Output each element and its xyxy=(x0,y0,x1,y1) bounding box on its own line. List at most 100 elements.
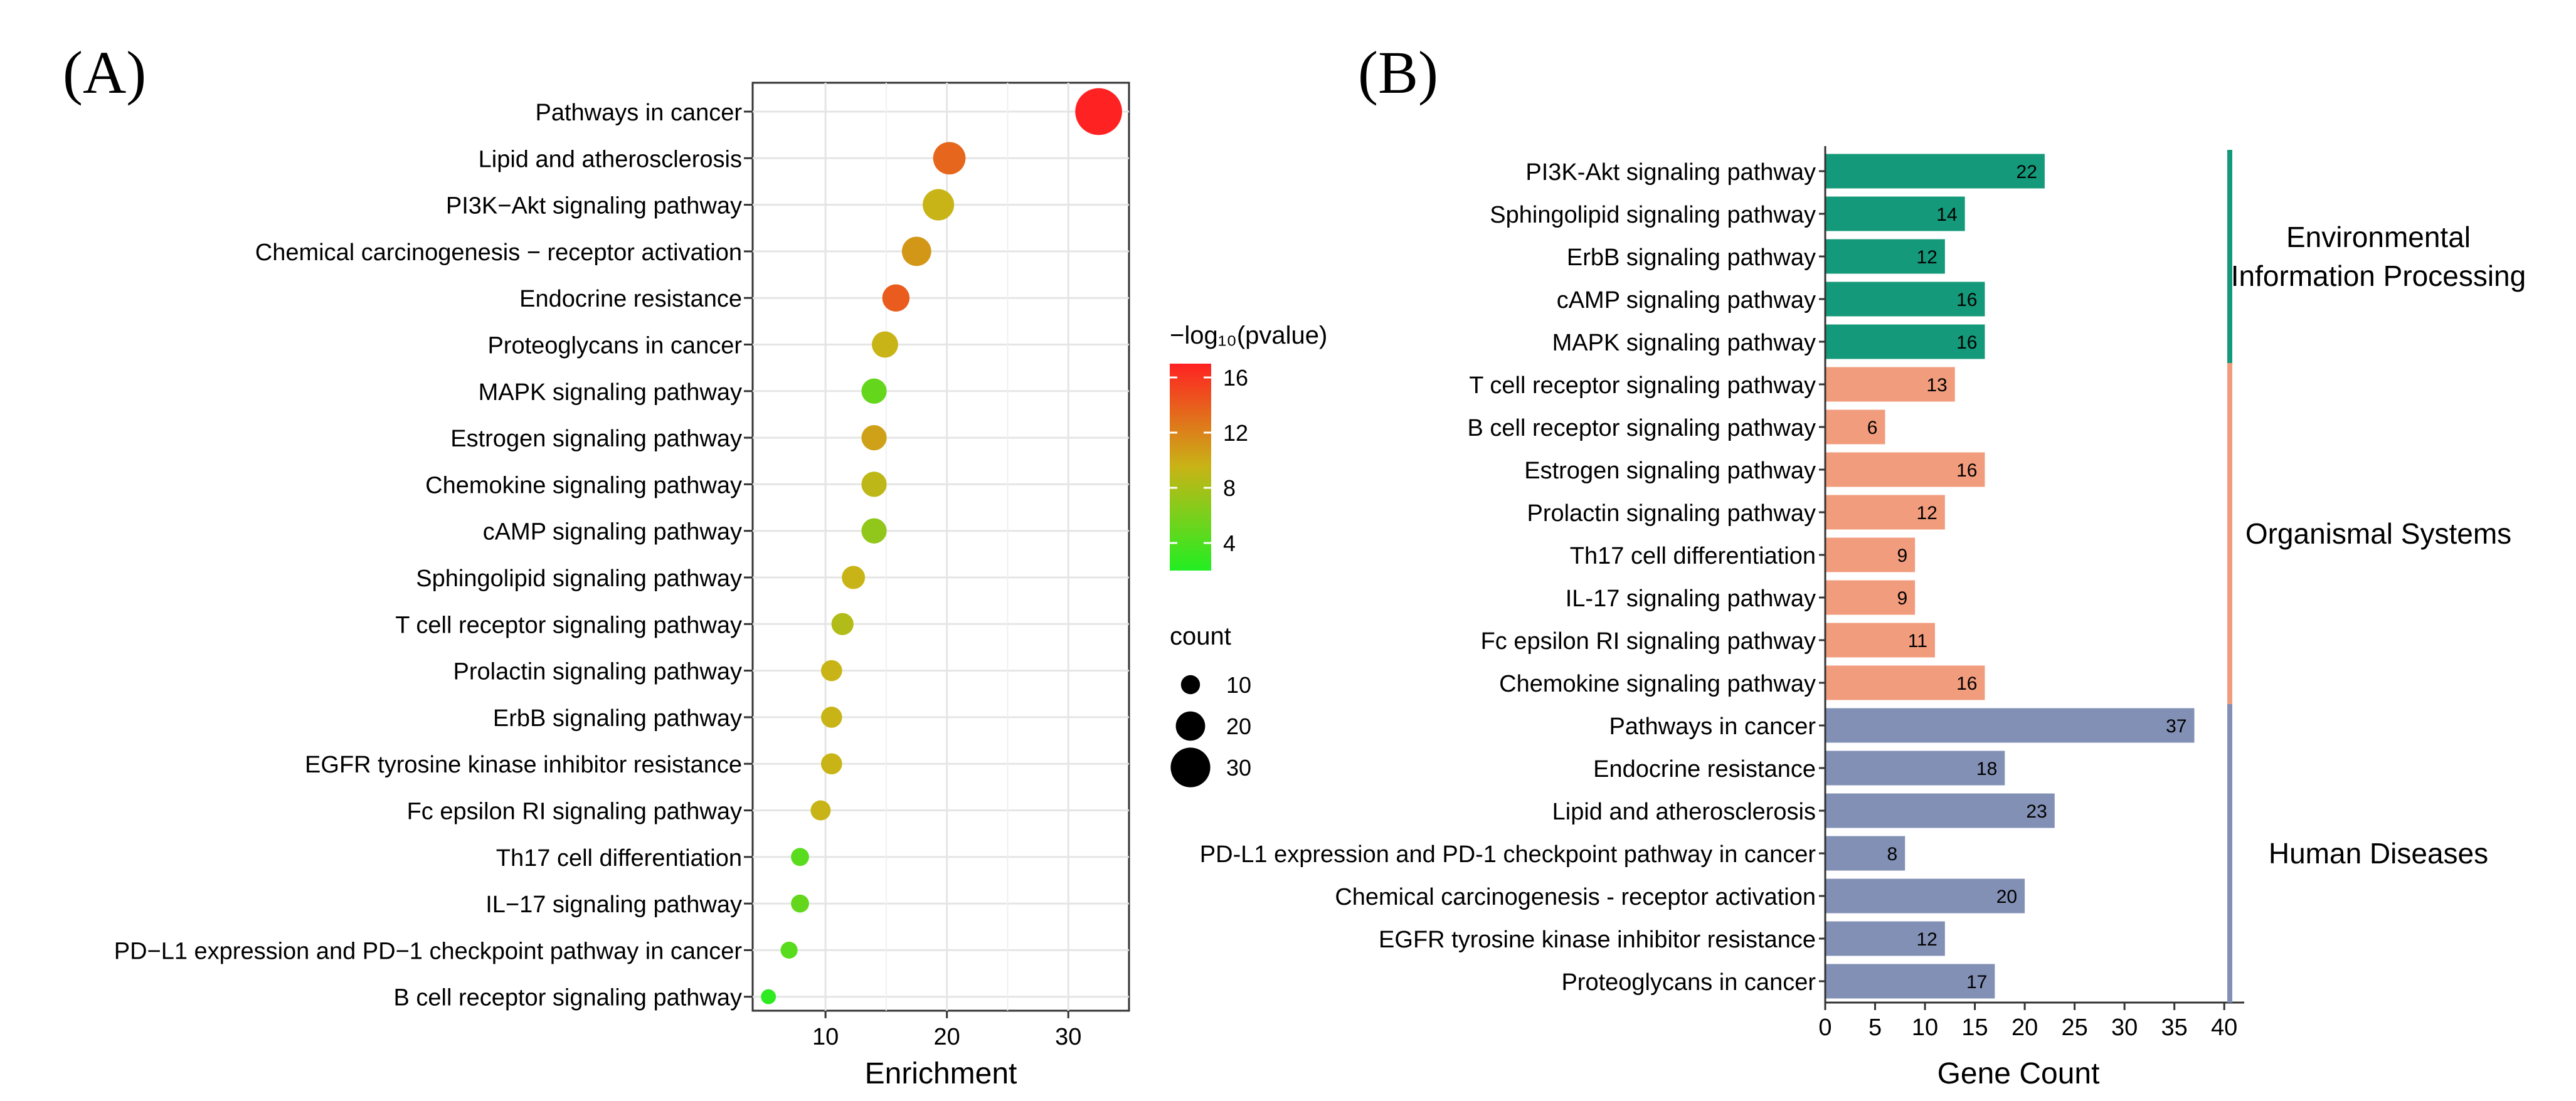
color-legend-ticks: 4 8 12 16 xyxy=(1170,365,1248,556)
data-point xyxy=(882,284,910,312)
category-label: EGFR tyrosine kinase inhibitor resistanc… xyxy=(1379,927,1816,953)
color-tick-label: 16 xyxy=(1223,365,1248,391)
color-legend-bar xyxy=(1170,364,1211,571)
category-label: Th17 cell differentiation xyxy=(1570,543,1816,569)
color-tick-label: 4 xyxy=(1223,530,1236,556)
bar-value-label: 23 xyxy=(2026,801,2047,822)
category-label: Endocrine resistance xyxy=(1593,756,1816,782)
x-tick-label: 35 xyxy=(2161,1014,2188,1041)
category-label: Chemokine signaling pathway xyxy=(1499,671,1816,697)
size-legend-dot xyxy=(1170,747,1211,788)
size-legend: count 10 20 30 xyxy=(1170,623,1251,788)
data-point xyxy=(820,753,842,775)
bar-value-label: 16 xyxy=(1956,460,1977,481)
bar-value-label: 9 xyxy=(1897,588,1907,609)
category-label: MAPK signaling pathway xyxy=(1552,330,1816,356)
bar xyxy=(1825,196,1965,231)
panel-a-dotplot: (A) Pathways in cancer Lipid and atherosc… xyxy=(63,39,1327,1090)
data-point xyxy=(791,848,809,867)
category-label: ErbB signaling pathway xyxy=(1567,245,1816,271)
x-tick-label: 10 xyxy=(1912,1014,1938,1041)
group-label: Human Diseases xyxy=(2269,837,2488,870)
bar-value-label: 18 xyxy=(1976,759,1997,779)
bar-value-label: 16 xyxy=(1956,332,1977,353)
data-point xyxy=(901,236,931,266)
group-bar xyxy=(2227,704,2232,1003)
y-tick-label: MAPK signaling pathway xyxy=(479,379,742,406)
y-tick-label: PI3K−Akt signaling pathway xyxy=(446,193,742,219)
bar-value-label: 6 xyxy=(1867,418,1878,438)
bar xyxy=(1825,836,1905,871)
data-point xyxy=(861,424,887,451)
data-point xyxy=(861,471,887,497)
data-point xyxy=(780,941,798,959)
panel-b-label: (B) xyxy=(1358,39,1438,106)
panel-a-x-ticks: 10 20 30 xyxy=(812,1011,1081,1050)
category-label: Estrogen signaling pathway xyxy=(1524,458,1816,484)
size-legend-label: 20 xyxy=(1226,714,1251,739)
y-tick-label: Fc epsilon RI signaling pathway xyxy=(407,799,742,825)
y-tick-label: T cell receptor signaling pathway xyxy=(395,612,742,638)
panel-b-barchart: (B) 22 14 12 16 16 13 6 16 12 9 9 11 16 37 18 23 8 20 12 17… xyxy=(1200,39,2526,1090)
bar xyxy=(1825,452,1985,487)
data-point xyxy=(842,566,866,589)
bar-value-label: 12 xyxy=(1916,503,1937,524)
bar xyxy=(1825,665,1985,700)
y-tick-label: Chemokine signaling pathway xyxy=(425,472,742,498)
y-tick-label: Proteoglycans in cancer xyxy=(487,333,742,359)
category-label: Prolactin signaling pathway xyxy=(1527,500,1816,527)
panel-a-gridlines xyxy=(753,83,1129,1011)
data-point xyxy=(791,894,809,913)
x-tick-label: 5 xyxy=(1868,1014,1882,1041)
data-point xyxy=(761,989,777,1004)
x-tick-label: 20 xyxy=(2012,1014,2038,1041)
y-tick-label: cAMP signaling pathway xyxy=(483,519,742,545)
bar xyxy=(1825,324,1985,359)
category-label: T cell receptor signaling pathway xyxy=(1469,372,1816,399)
bar xyxy=(1825,495,1945,530)
bar xyxy=(1825,537,1916,572)
category-label: IL-17 signaling pathway xyxy=(1566,586,1816,612)
data-point xyxy=(820,660,842,682)
data-point xyxy=(923,189,955,221)
group-label: Environmental xyxy=(2286,221,2471,253)
category-label: PI3K-Akt signaling pathway xyxy=(1525,159,1816,186)
bar-value-label: 14 xyxy=(1936,204,1957,225)
data-point xyxy=(1075,88,1122,135)
bar-value-label: 16 xyxy=(1956,290,1977,310)
y-tick-label: Prolactin signaling pathway xyxy=(453,659,743,685)
y-tick-label: Lipid and atherosclerosis xyxy=(479,146,742,172)
data-point xyxy=(933,142,966,175)
group-label: Organismal Systems xyxy=(2245,517,2511,550)
size-legend-label: 30 xyxy=(1226,755,1251,781)
bar-value-label: 22 xyxy=(2017,162,2037,182)
bar-value-label: 16 xyxy=(1956,673,1977,694)
x-tick-label: 10 xyxy=(812,1024,839,1050)
y-tick-label: Estrogen signaling pathway xyxy=(450,426,742,452)
y-tick-label: B cell receptor signaling pathway xyxy=(393,985,742,1011)
panel-b-group-annotations: Environmental Information Processing Organ… xyxy=(2227,150,2526,1003)
data-point xyxy=(861,518,887,544)
x-tick-label: 20 xyxy=(934,1024,960,1050)
bar-value-label: 12 xyxy=(1916,929,1937,950)
bar-value-label: 8 xyxy=(1887,844,1898,865)
panel-b-bars: 22 14 12 16 16 13 6 16 12 9 9 11 16 37 18 23 8 20 12 17 xyxy=(1825,154,2195,999)
bar-value-label: 12 xyxy=(1916,247,1937,268)
panel-b-axes: PI3K-Akt signaling pathway Sphingolipid s… xyxy=(1200,146,2244,1041)
x-tick-label: 40 xyxy=(2211,1014,2237,1041)
data-point xyxy=(872,331,898,358)
bar xyxy=(1825,367,1955,402)
data-point xyxy=(810,800,831,821)
y-tick-label: Chemical carcinogenesis − receptor activ… xyxy=(255,240,742,266)
bar-value-label: 11 xyxy=(1908,631,1927,651)
category-label: cAMP signaling pathway xyxy=(1557,287,1816,313)
panel-b-x-axis-label: Gene Count xyxy=(1937,1057,2100,1090)
data-point xyxy=(861,378,887,404)
group-label: Information Processing xyxy=(2231,260,2526,292)
x-tick-label: 0 xyxy=(1818,1014,1831,1041)
y-tick-label: Endocrine resistance xyxy=(519,286,742,312)
x-tick-label: 30 xyxy=(1055,1024,1081,1050)
bar xyxy=(1825,964,1995,999)
panel-a-label: (A) xyxy=(63,39,146,106)
panel-a-plot-area xyxy=(751,82,1130,1012)
